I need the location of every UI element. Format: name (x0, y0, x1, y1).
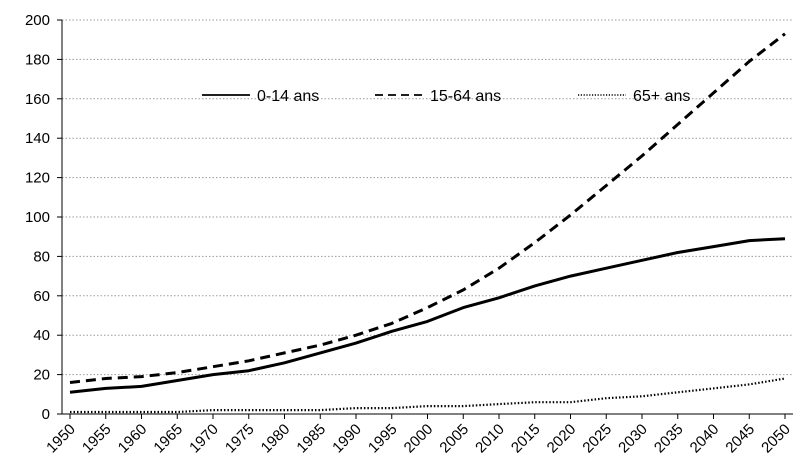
legend-label: 0-14 ans (257, 88, 319, 105)
x-tick-label: 2020 (544, 421, 580, 457)
x-tick-label: 2040 (687, 421, 723, 457)
x-tick-label: 1975 (222, 421, 258, 457)
legend-label: 65+ ans (633, 88, 690, 105)
y-tick-label: 200 (25, 12, 50, 29)
x-tick-label: 1960 (115, 421, 151, 457)
x-tick-label: 1995 (365, 421, 401, 457)
y-tick-label: 80 (33, 248, 50, 265)
legend: 0-14 ans 15-64 ans 65+ ans (202, 88, 690, 105)
x-tick-label: 1985 (293, 421, 329, 457)
y-tick-label: 160 (25, 91, 50, 108)
x-tick-label: 1965 (150, 421, 186, 457)
x-tick-label: 1980 (258, 421, 294, 457)
y-tick-label: 100 (25, 209, 50, 226)
gridlines (62, 19, 793, 376)
y-tick-labels: 0 20 40 60 80 100 120 140 160 180 200 (25, 12, 50, 423)
legend-label: 15-64 ans (430, 88, 501, 105)
series-line-1 (69, 32, 786, 384)
y-tick-label: 140 (25, 130, 50, 147)
x-tick-label: 2005 (436, 421, 472, 457)
x-tick-label: 1990 (329, 421, 365, 457)
y-tick-label: 180 (25, 51, 50, 68)
series-lines (69, 32, 786, 414)
y-tick-label: 0 (42, 406, 50, 423)
series-line-2 (70, 377, 786, 414)
x-tick-label: 1970 (186, 421, 222, 457)
x-tick-label: 1950 (43, 421, 79, 457)
y-tick-label: 60 (33, 288, 50, 305)
x-tick-label: 1955 (79, 421, 115, 457)
y-tick-label: 120 (25, 170, 50, 187)
y-tick-label: 40 (33, 327, 50, 344)
x-tick-label: 2010 (472, 421, 508, 457)
x-tick-label: 2050 (758, 421, 794, 457)
x-tick-labels: 1950 1955 1960 1965 1970 1975 1980 1985 1990 1995… (43, 421, 794, 457)
x-tick-label: 2030 (615, 421, 651, 457)
axes (57, 19, 793, 419)
y-tick-label: 20 (33, 367, 50, 384)
series-line-0 (69, 237, 786, 394)
x-tick-label: 2015 (508, 421, 544, 457)
x-tick-label: 2025 (579, 421, 615, 457)
x-tick-label: 2035 (651, 421, 687, 457)
x-tick-label: 2000 (401, 421, 437, 457)
x-tick-label: 2045 (722, 421, 758, 457)
